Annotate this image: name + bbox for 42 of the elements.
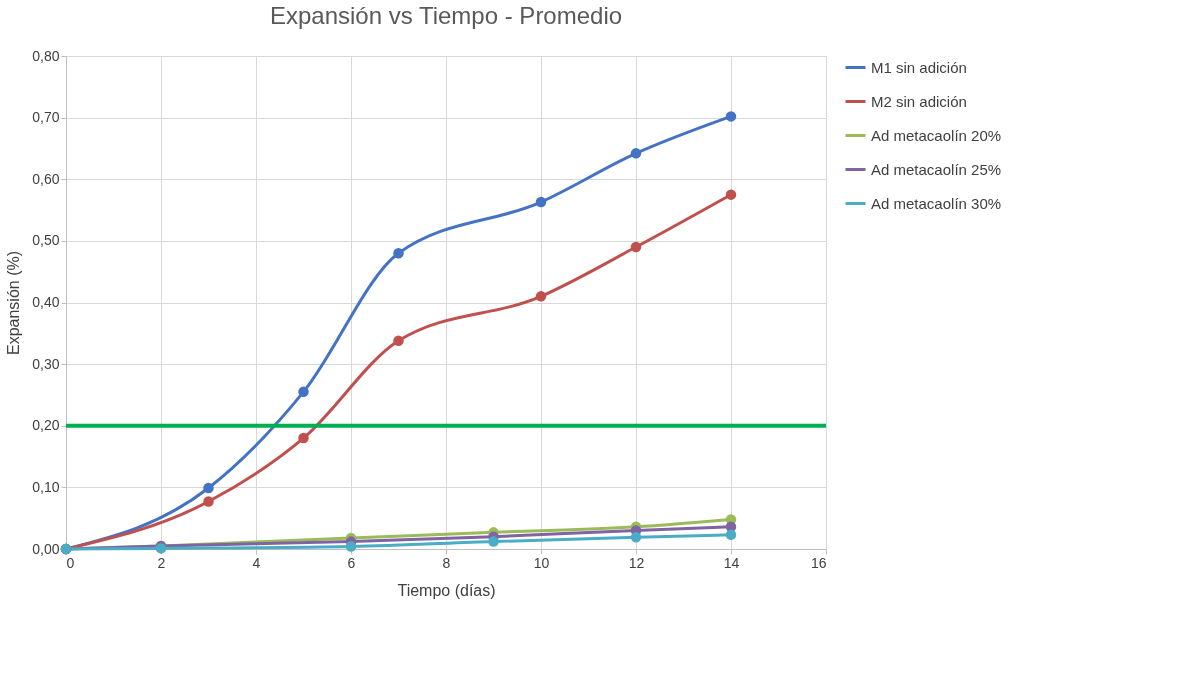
- x-tick-label: 16: [810, 554, 827, 571]
- point: [630, 241, 642, 253]
- point: [535, 196, 547, 208]
- x-tick-label: 2: [157, 554, 166, 571]
- point: [535, 291, 547, 302]
- y-tick-label: 0,80: [32, 47, 60, 64]
- x-tick-label: 6: [347, 554, 356, 571]
- y-axis-title: Expansión (%): [5, 250, 23, 356]
- point: [345, 541, 357, 552]
- point: [630, 532, 642, 543]
- point: [393, 335, 404, 346]
- x-tick-label: 4: [252, 554, 261, 571]
- legend-label: Ad metacaolín 25%: [871, 160, 1002, 178]
- y-tick-label: 0,10: [32, 478, 60, 495]
- point: [488, 536, 499, 547]
- y-tick-label: 0,50: [32, 232, 60, 249]
- point: [725, 529, 737, 541]
- y-tick-label: 0,30: [32, 355, 60, 372]
- point: [298, 386, 309, 398]
- point: [203, 482, 214, 494]
- point: [393, 247, 404, 259]
- x-tick-label: 0: [66, 554, 75, 571]
- point: [725, 111, 737, 122]
- legend-label: Ad metacaolín 20%: [871, 126, 1002, 144]
- point: [298, 432, 309, 444]
- point: [725, 189, 737, 200]
- x-tick-label: 14: [723, 554, 740, 571]
- y-tick-label: 0,20: [32, 417, 60, 434]
- legend-label: M1 sin adición: [871, 58, 967, 76]
- y-tick-label: 0,00: [32, 540, 60, 557]
- x-tick-label: 8: [442, 554, 451, 571]
- legend-label: M2 sin adición: [871, 92, 967, 110]
- y-tick-label: 0,40: [32, 294, 60, 310]
- x-tick-label: 10: [533, 554, 550, 571]
- y-tick-label: 0,70: [32, 109, 60, 126]
- x-tick-label: 12: [628, 554, 645, 571]
- point: [630, 148, 642, 159]
- chart-title: Expansión vs Tiempo - Promedio: [269, 2, 623, 29]
- y-tick-label: 0,60: [32, 170, 60, 187]
- legend-label: Ad metacaolín 30%: [871, 194, 1002, 212]
- point: [203, 496, 214, 507]
- x-axis-title: Tiempo (días): [397, 581, 496, 599]
